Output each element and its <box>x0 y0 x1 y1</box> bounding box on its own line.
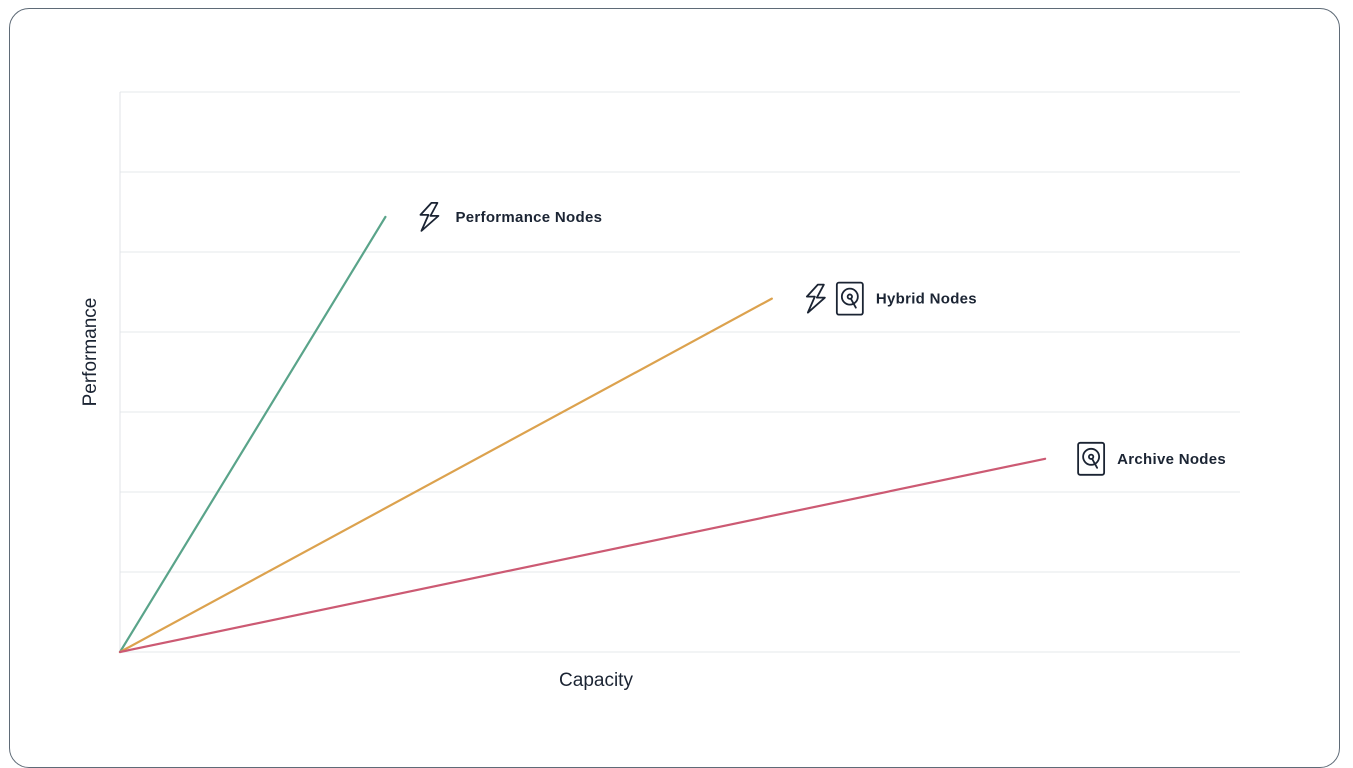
series-line-performance-nodes <box>118 215 387 654</box>
chart-card <box>9 8 1340 768</box>
lightning-icon <box>805 283 826 314</box>
series-label-archive-nodes: Archive Nodes <box>1077 441 1226 476</box>
series-line-hybrid-nodes <box>118 297 773 654</box>
lightning-icon <box>419 201 440 232</box>
series-lines <box>118 215 1047 654</box>
x-axis-title: Capacity <box>559 670 633 691</box>
series-label-text: Performance Nodes <box>455 209 602 226</box>
series-label-hybrid-nodes: Hybrid Nodes <box>805 281 977 316</box>
series-label-text: Hybrid Nodes <box>876 291 977 308</box>
series-labels: Performance Nodes Hybrid Nodes Archive Nod… <box>419 201 1226 476</box>
hard-drive-icon <box>1077 441 1106 476</box>
gridlines <box>120 91 1240 653</box>
y-axis-title: Performance <box>80 298 101 407</box>
series-label-text: Archive Nodes <box>1117 451 1226 468</box>
series-line-archive-nodes <box>118 457 1047 654</box>
series-label-performance-nodes: Performance Nodes <box>419 201 602 232</box>
hard-drive-icon <box>835 281 864 316</box>
